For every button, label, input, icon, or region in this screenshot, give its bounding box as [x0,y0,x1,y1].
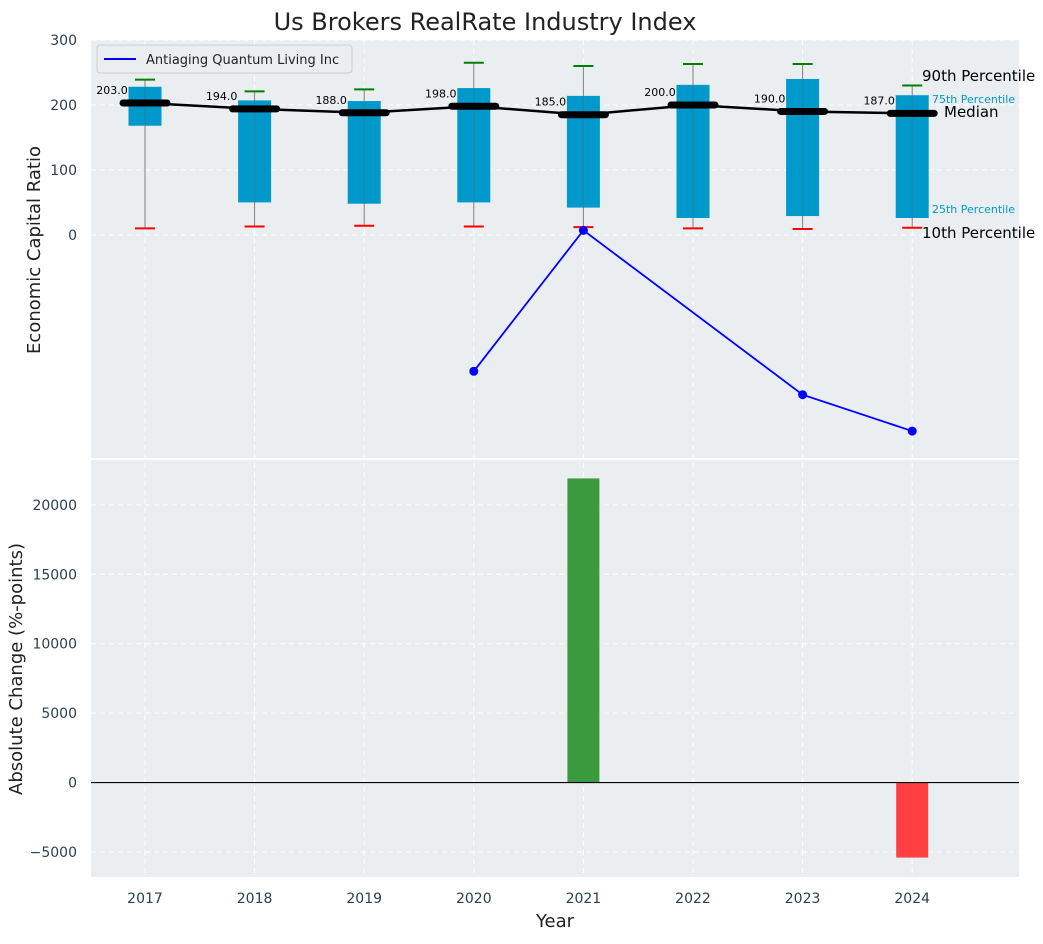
company-series-point [907,426,917,436]
median-value-label: 185.0 [535,96,567,109]
median-value-label: 194.0 [206,90,238,103]
bottom-y-tick-label: 5000 [41,706,77,722]
bottom-y-tick-label: 20000 [32,498,77,514]
axis-labels: 0 100 200 300 −5000 0 5000 10000 15000 20000 2017 2… [30,33,930,907]
median-value-label: 190.0 [754,92,786,105]
x-tick-label: 2020 [456,891,492,907]
box-plot-layer: 203.0 194.0 188.0 198.0 185.0 200.0 190.0 187.0 [96,61,938,436]
x-tick-label: 2022 [675,891,711,907]
bottom-y-tick-label: −5000 [30,845,77,861]
annotation-25th: 25th Percentile [932,203,1015,216]
company-series-point [798,390,808,400]
x-axis-label: Year [535,911,575,932]
top-y-tick-label: 200 [50,98,77,114]
company-series-point [469,366,479,376]
median-value-label: 203.0 [96,84,128,97]
bar-layer [91,478,1019,858]
bottom-plot-area [91,459,1019,877]
top-y-tick-label: 300 [50,33,77,49]
bottom-y-tick-label: 0 [68,776,77,792]
x-tick-label: 2017 [127,891,163,907]
top-y-tick-label: 0 [68,228,77,244]
change-bar [896,782,929,858]
bottom-y-tick-label: 10000 [32,637,77,653]
legend-entry: Antiaging Quantum Living Inc [146,53,339,68]
annotation-10th: 10th Percentile [922,224,1035,242]
change-bar [567,478,600,783]
annotation-90th: 90th Percentile [922,67,1035,85]
top-y-tick-label: 100 [50,163,77,179]
x-tick-label: 2021 [566,891,602,907]
company-series-point [578,225,588,235]
bottom-y-tick-label: 15000 [32,567,77,583]
top-y-axis-label: Economic Capital Ratio [24,146,45,354]
x-tick-label: 2018 [237,891,273,907]
annotation-median: Median [944,103,999,121]
median-value-label: 198.0 [425,87,457,100]
x-tick-label: 2023 [785,891,821,907]
company-series-line [473,229,913,432]
median-value-label: 200.0 [644,86,676,99]
median-value-label: 187.0 [863,94,895,107]
bottom-y-axis-label: Absolute Change (%-points) [6,543,27,795]
x-tick-label: 2024 [894,891,930,907]
annotation-75th: 75th Percentile [932,93,1015,106]
median-value-label: 188.0 [315,94,347,107]
legend: Antiaging Quantum Living Inc [96,44,353,74]
chart-title: Us Brokers RealRate Industry Index [274,8,697,36]
x-tick-label: 2019 [346,891,382,907]
